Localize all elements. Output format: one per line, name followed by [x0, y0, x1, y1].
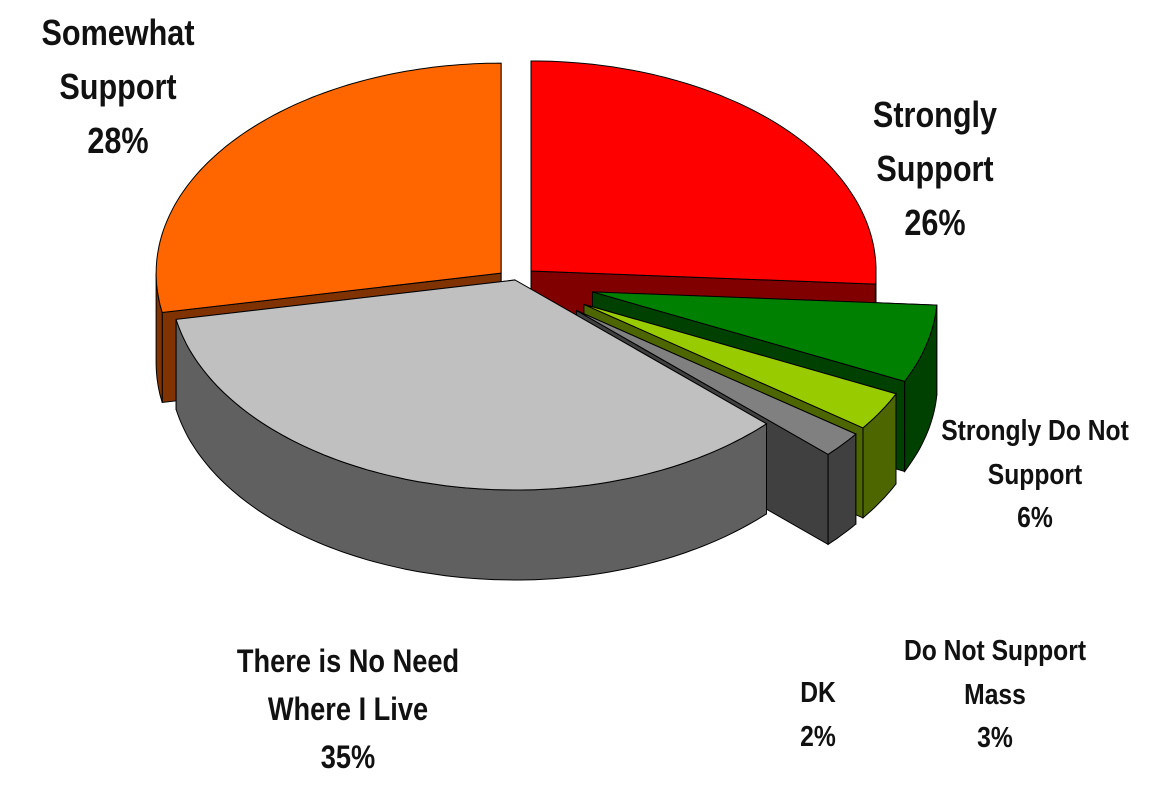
slice-label: Somewhat Support 28%	[25, 6, 212, 168]
value-label: 35%	[320, 739, 376, 775]
slice	[576, 310, 857, 455]
slice-label: Strongly Support 26%	[850, 88, 1020, 250]
category-label: Somewhat Support	[41, 12, 195, 107]
slice	[583, 303, 897, 429]
slice	[530, 60, 877, 285]
value-label: 3%	[977, 722, 1013, 754]
value-label: 2%	[800, 720, 836, 753]
value-label: 6%	[1017, 502, 1053, 534]
slice-label: DK 2%	[784, 672, 852, 759]
slice	[175, 279, 768, 491]
category-label: Strongly Support	[872, 94, 998, 189]
category-label: Do Not Support Mass	[903, 635, 1087, 711]
slice-label: There is No Need Where I Live 35%	[212, 637, 484, 781]
value-label: 28%	[87, 120, 149, 161]
value-label: 26%	[904, 202, 966, 243]
category-label: There is No Need Where I Live	[236, 643, 460, 727]
slice-label: Strongly Do Not Support 6%	[925, 410, 1146, 541]
slice-label: Do Not Support Mass 3%	[889, 630, 1102, 761]
category-label: DK	[800, 677, 836, 709]
category-label: Strongly Do Not Support	[941, 415, 1129, 491]
slice	[592, 291, 938, 382]
slice	[155, 62, 502, 314]
